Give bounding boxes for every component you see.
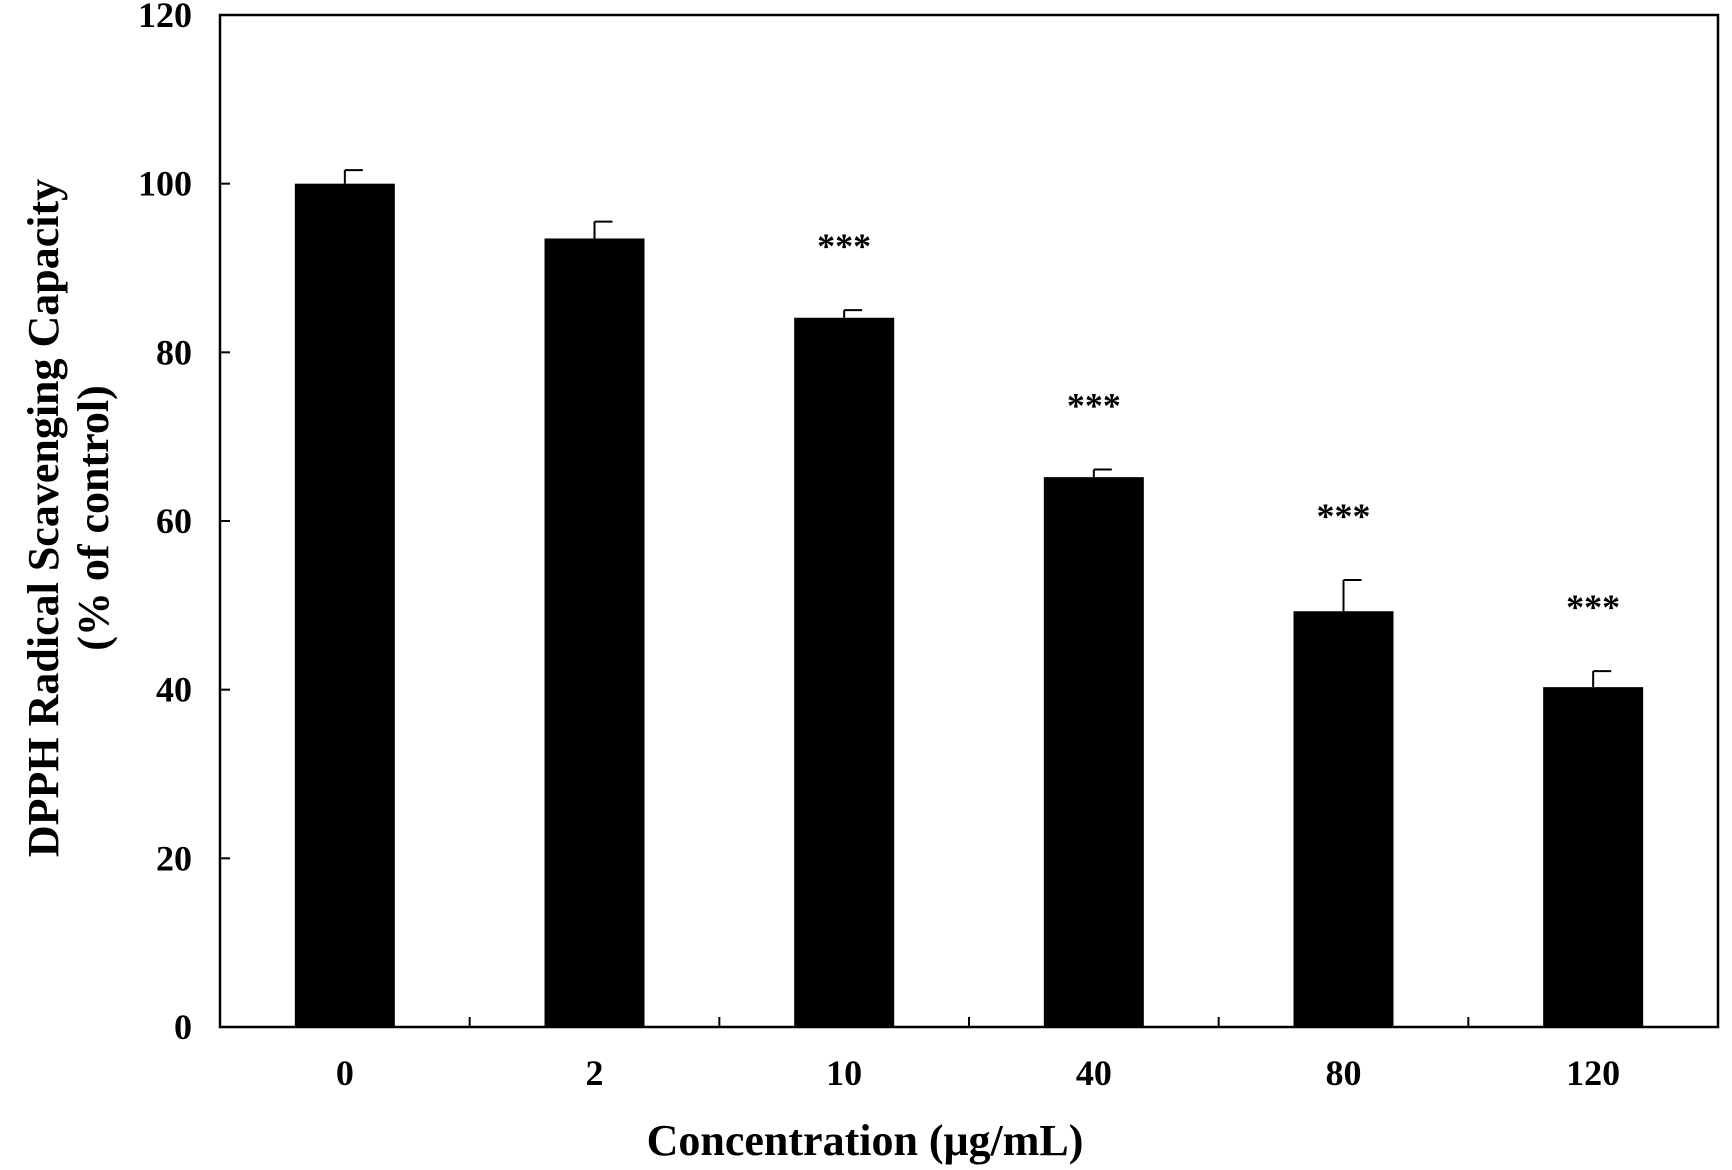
significance-annotation: *** xyxy=(1317,496,1371,536)
significance-annotation: *** xyxy=(817,226,871,266)
x-axis-label: Concentration (μg/mL) xyxy=(647,1116,1084,1165)
x-tick-label: 10 xyxy=(826,1053,862,1093)
y-tick-label: 20 xyxy=(156,838,192,878)
bar xyxy=(544,238,645,1027)
x-tick-label: 80 xyxy=(1326,1053,1362,1093)
plot-frame xyxy=(218,13,1720,1029)
y-tick-label: 120 xyxy=(138,0,192,35)
bar xyxy=(1543,687,1644,1027)
x-tick-label: 40 xyxy=(1076,1053,1112,1093)
bars: *** *** *** *** xyxy=(294,169,1644,1027)
y-tick-label: 40 xyxy=(156,670,192,710)
significance-annotation: *** xyxy=(1566,587,1620,627)
bar xyxy=(294,183,395,1027)
labels: Concentration (μg/mL) DPPH Radical Scave… xyxy=(19,179,1083,1165)
y-tick-label: 60 xyxy=(156,501,192,541)
x-tick-label: 0 xyxy=(336,1053,354,1093)
bar xyxy=(1043,477,1144,1027)
x-tick-label: 2 xyxy=(586,1053,604,1093)
significance-annotation: *** xyxy=(1067,386,1121,426)
y-axis-label-line-2: (% of control) xyxy=(69,385,118,651)
bar xyxy=(1293,611,1394,1027)
y-axis-label-line-1: DPPH Radical Scavenging Capacity xyxy=(19,179,68,857)
axes: 0 20 40 60 80 100 120 0 2 10 40 80 120 xyxy=(138,0,1720,1093)
y-tick-label: 100 xyxy=(138,164,192,204)
bar xyxy=(794,317,895,1027)
y-tick-label: 80 xyxy=(156,332,192,372)
x-tick-label: 120 xyxy=(1566,1053,1620,1093)
y-tick-label: 0 xyxy=(174,1007,192,1047)
